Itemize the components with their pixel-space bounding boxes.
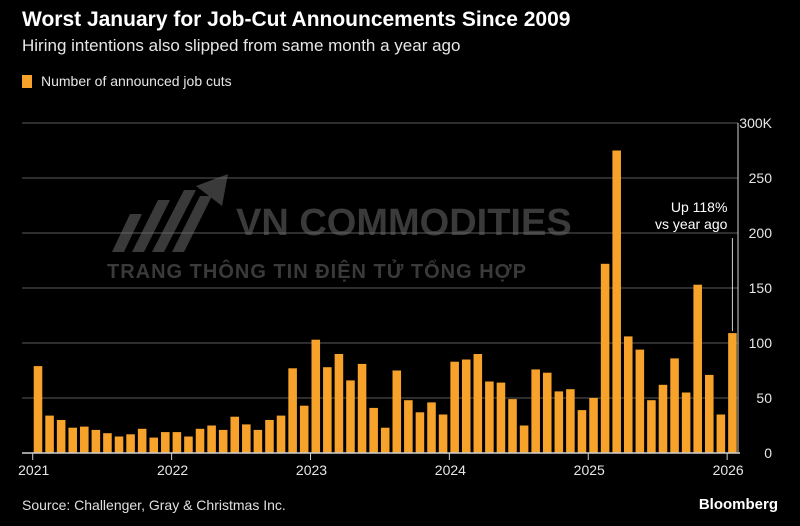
- x-tick-label: 2026: [713, 462, 744, 478]
- bar-2022-02: [184, 436, 193, 453]
- bars: [33, 150, 737, 453]
- bar-2023-08: [392, 370, 402, 453]
- bar-2022-09: [265, 420, 274, 453]
- annotation: Up 118% vs year ago: [655, 199, 733, 332]
- bar-2023-10: [415, 412, 425, 453]
- bar-2025-01: [589, 398, 598, 453]
- x-tick-label: 2025: [574, 462, 605, 478]
- bar-2021-08: [114, 436, 124, 453]
- bar-2025-07: [658, 384, 668, 453]
- bar-2021-11: [149, 437, 159, 453]
- annotation-text-line2: vs year ago: [655, 216, 728, 232]
- bar-2023-09: [404, 400, 413, 453]
- bar-2023-06: [369, 407, 378, 453]
- bar-2025-09: [681, 392, 691, 453]
- bar-2025-04: [623, 336, 633, 453]
- bar-2021-10: [137, 428, 147, 453]
- axes: 0 50 100 150 200 250 300K 2021 2022 2023 2024 2025 2…: [18, 115, 773, 478]
- bar-2026-01: [728, 333, 737, 453]
- bar-2025-11: [704, 374, 714, 453]
- bar-2022-03: [195, 428, 205, 453]
- y-tick-label: 100: [749, 335, 773, 351]
- bar-2021-05: [80, 426, 89, 453]
- bar-2022-04: [207, 425, 216, 453]
- bar-2021-06: [91, 429, 101, 453]
- bar-2024-02: [461, 359, 471, 453]
- bar-2024-06: [508, 399, 517, 453]
- bar-2021-02: [45, 415, 54, 453]
- watermark-logo-icon: [112, 174, 228, 252]
- y-tick-label: 50: [756, 390, 772, 406]
- bar-2025-05: [635, 349, 645, 453]
- x-tick-label: 2022: [157, 462, 188, 478]
- bar-2023-04: [346, 380, 355, 453]
- y-tick-label: 200: [749, 225, 773, 241]
- bar-2021-09: [126, 434, 135, 453]
- y-tick-label: 300K: [739, 115, 772, 131]
- bar-2025-08: [670, 358, 679, 453]
- bar-2022-08: [253, 429, 263, 453]
- bar-2024-01: [450, 361, 459, 453]
- bar-2022-10: [276, 415, 286, 453]
- y-tick-label: 150: [749, 280, 773, 296]
- bar-2021-03: [56, 420, 66, 453]
- bar-2024-12: [577, 410, 587, 453]
- watermark: VN COMMODITIES TRANG THÔNG TIN ĐIỆN TỬ T…: [107, 174, 572, 283]
- bar-2022-11: [288, 368, 297, 453]
- bar-2021-01: [33, 366, 43, 453]
- legend-label: Number of announced job cuts: [41, 73, 232, 89]
- chart-subtitle: Hiring intentions also slipped from same…: [22, 36, 461, 55]
- bar-2024-05: [496, 382, 506, 453]
- bar-2021-12: [161, 432, 170, 453]
- bar-2025-03: [612, 150, 621, 453]
- bar-2022-12: [299, 405, 309, 453]
- bar-2024-10: [554, 391, 564, 453]
- x-tick-label: 2021: [18, 462, 49, 478]
- bar-2024-09: [542, 372, 552, 453]
- bar-2024-04: [485, 381, 494, 453]
- source-note: Source: Challenger, Gray & Christmas Inc…: [22, 497, 286, 513]
- bar-2024-08: [531, 369, 540, 453]
- bar-2021-07: [103, 433, 112, 453]
- watermark-name: VN COMMODITIES: [236, 202, 572, 244]
- bar-2025-10: [693, 284, 702, 453]
- y-tick-label: 0: [764, 445, 772, 461]
- legend: Number of announced job cuts: [22, 73, 232, 89]
- bar-2022-01: [172, 432, 182, 453]
- bar-2023-03: [334, 354, 344, 453]
- chart-title: Worst January for Job-Cut Announcements …: [22, 8, 571, 31]
- watermark-tagline: TRANG THÔNG TIN ĐIỆN TỬ TỔNG HỢP: [107, 259, 527, 283]
- bar-2023-02: [323, 367, 332, 453]
- bar-2024-07: [519, 425, 529, 453]
- bloomberg-logo: Bloomberg: [698, 496, 778, 513]
- bar-2021-04: [68, 427, 78, 453]
- bar-2023-01: [311, 339, 321, 453]
- bar-2023-05: [357, 363, 367, 453]
- y-tick-label: 250: [749, 170, 773, 186]
- bar-2022-07: [242, 424, 251, 453]
- bar-2023-12: [438, 414, 448, 453]
- x-tick-label: 2023: [296, 462, 327, 478]
- bar-2022-06: [230, 416, 240, 453]
- bar-2023-11: [427, 402, 436, 453]
- annotation-text-line1: Up 118%: [671, 199, 728, 215]
- bar-2025-02: [600, 263, 610, 453]
- bar-2025-06: [647, 400, 656, 453]
- bar-2023-07: [380, 427, 390, 453]
- bar-2025-12: [716, 414, 726, 453]
- x-tick-label: 2024: [435, 462, 466, 478]
- legend-swatch: [22, 74, 32, 88]
- bar-2024-11: [566, 389, 575, 453]
- bar-2024-03: [473, 354, 483, 453]
- bar-2022-05: [218, 429, 228, 453]
